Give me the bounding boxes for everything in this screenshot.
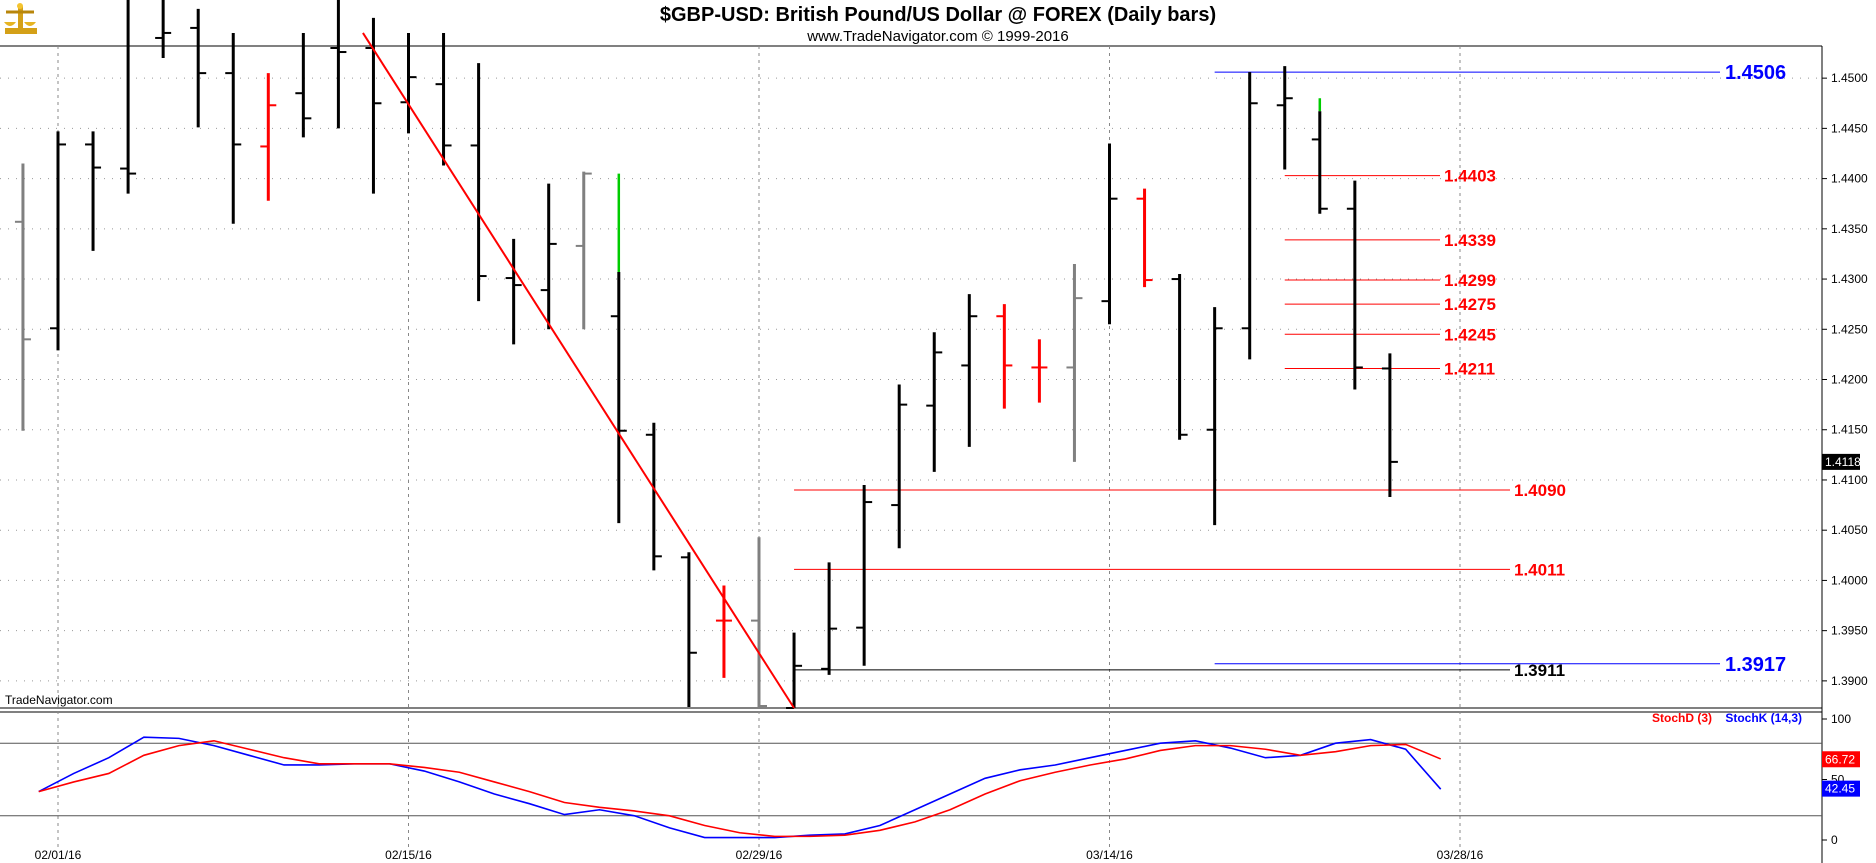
- stochastic-panel: StochD (3) StochK (14,3): [38, 711, 1802, 839]
- stochk-last-tag-box: [1822, 780, 1860, 797]
- price-tick-label: 1.4500: [1831, 71, 1868, 85]
- level-label: 1.4339: [1444, 231, 1496, 250]
- price-tick-label: 1.4450: [1831, 121, 1868, 135]
- level-label: 1.4275: [1444, 295, 1496, 314]
- ohlc-bars: [14, 0, 1398, 709]
- price-tick-label: 1.4150: [1831, 423, 1868, 437]
- price-tick-label: 1.4400: [1831, 172, 1868, 186]
- date-tick-label: 03/14/16: [1086, 848, 1133, 862]
- date-tick-label: 03/28/16: [1437, 848, 1484, 862]
- level-label: 1.3911: [1514, 661, 1565, 680]
- level-label: 1.4299: [1444, 271, 1496, 290]
- price-levels: 1.4506 1.4403 1.4339 1.4299 1.4275 1.4245 1.42…: [794, 62, 1786, 680]
- watermark: TradeNavigator.com: [5, 693, 113, 707]
- downtrend-line: [362, 32, 795, 709]
- date-tick-label: 02/01/16: [35, 848, 82, 862]
- legend-stochd: StochD (3): [1652, 711, 1712, 725]
- price-tick-label: 1.4300: [1831, 272, 1868, 286]
- level-label: 1.4011: [1514, 560, 1565, 579]
- date-tick-label: 02/15/16: [385, 848, 432, 862]
- price-tick-label: 1.4100: [1831, 473, 1868, 487]
- price-tick-label: 1.4350: [1831, 222, 1868, 236]
- date-axis: 02/01/16 02/15/16 02/29/16 03/14/16 03/28/16: [35, 848, 1484, 862]
- price-tick-label: 1.4200: [1831, 373, 1868, 387]
- chart-title: $GBP-USD: British Pound/US Dollar @ FORE…: [660, 4, 1216, 26]
- date-tick-label: 02/29/16: [736, 848, 783, 862]
- level-label: 1.3917: [1725, 654, 1786, 676]
- legend-stochk: StochK (14,3): [1725, 711, 1802, 725]
- level-label: 1.4403: [1444, 167, 1496, 186]
- price-tick-label: 1.4250: [1831, 322, 1868, 336]
- stoch_d-line: [38, 739, 1442, 838]
- stoch_k-line: [38, 736, 1442, 839]
- gold-scale-logo-icon: [4, 3, 37, 34]
- price-tick-label: 1.3900: [1831, 674, 1868, 688]
- stochd-last-tag: 66.72: [1825, 752, 1855, 766]
- last-price-tag-box: [1822, 453, 1860, 470]
- last-value-tags: 1.4118 66.72 42.45: [1822, 453, 1861, 797]
- price-tick-label: 1.4000: [1831, 573, 1868, 587]
- stochd-last-tag-box: [1822, 751, 1860, 768]
- price-axis: 1.4500 1.4450 1.4400 1.4350 1.4300 1.4250 1.42…: [1822, 71, 1868, 847]
- level-label: 1.4245: [1444, 325, 1496, 344]
- trendline: [362, 32, 795, 709]
- osc-tick-label: 100: [1831, 712, 1851, 726]
- osc-tick-label: 0: [1831, 833, 1838, 847]
- price-tick-label: 1.4050: [1831, 523, 1868, 537]
- level-label: 1.4090: [1514, 481, 1566, 500]
- last-price-tag: 1.4118: [1825, 455, 1861, 469]
- stochk-last-tag: 42.45: [1825, 782, 1855, 796]
- price-tick-label: 1.3950: [1831, 624, 1868, 638]
- chart-subtitle: www.TradeNavigator.com © 1999-2016: [806, 28, 1068, 45]
- level-label: 1.4506: [1725, 62, 1786, 84]
- level-label: 1.4211: [1444, 359, 1495, 378]
